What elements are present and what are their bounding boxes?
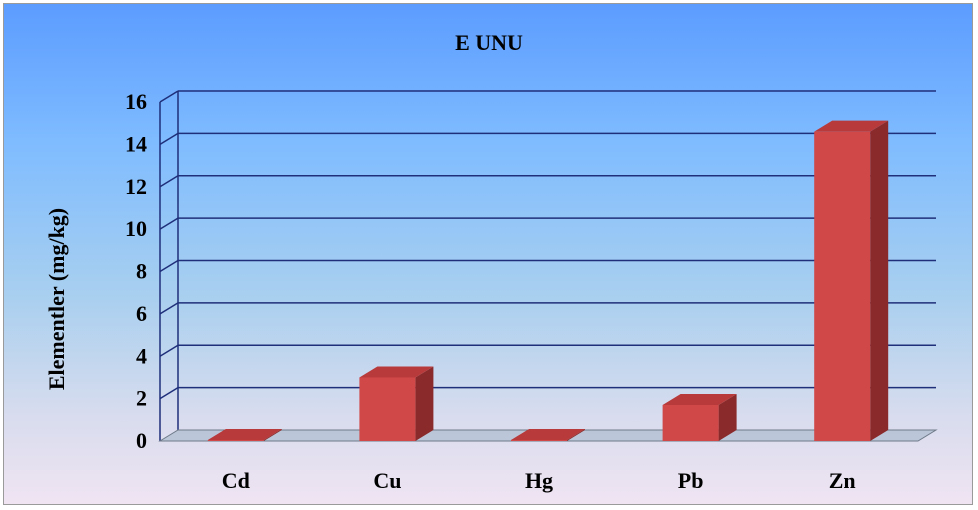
gridline-side bbox=[159, 175, 179, 188]
bar-top bbox=[207, 428, 282, 440]
gridline-side bbox=[159, 259, 179, 273]
gridline-side bbox=[159, 386, 179, 400]
y-tick-label: 16 bbox=[125, 89, 147, 114]
gridline-side bbox=[159, 90, 179, 103]
chart-title: E UNU bbox=[455, 30, 523, 55]
x-tick-label: Hg bbox=[525, 468, 553, 493]
bars bbox=[207, 120, 889, 441]
chart-plot: E UNU Elementler (mg/kg) 0 2 4 6 8 10 12 14 16 C… bbox=[44, 30, 938, 493]
gridline-side bbox=[159, 217, 179, 230]
bar-front bbox=[359, 377, 416, 441]
bar-side bbox=[718, 393, 737, 441]
bar-top bbox=[511, 428, 585, 440]
bar-front bbox=[511, 439, 567, 441]
y-tick-label: 2 bbox=[136, 386, 147, 411]
x-tick-label: Pb bbox=[678, 468, 704, 493]
bar-pb bbox=[662, 393, 737, 441]
x-tick-label: Zn bbox=[829, 468, 856, 493]
bar-zn bbox=[814, 120, 889, 441]
bar-front bbox=[814, 131, 871, 441]
y-tick-label: 4 bbox=[136, 343, 147, 368]
y-axis-label: Elementler (mg/kg) bbox=[44, 208, 69, 390]
y-tick-labels: 0 2 4 6 8 10 12 14 16 bbox=[125, 89, 147, 453]
y-tick-label: 12 bbox=[125, 174, 147, 199]
bar-top bbox=[814, 120, 889, 132]
bar-side bbox=[567, 428, 585, 441]
gridline-side bbox=[159, 302, 179, 315]
y-tick-label: 8 bbox=[136, 259, 147, 284]
bar-cu bbox=[359, 366, 434, 441]
y-tick-label: 0 bbox=[136, 428, 147, 453]
x-tick-label: Cd bbox=[222, 468, 250, 493]
x-tick-labels: Cd Cu Hg Pb Zn bbox=[222, 468, 856, 493]
bar-hg bbox=[511, 428, 585, 441]
y-tick-label: 10 bbox=[125, 216, 147, 241]
bar-top bbox=[359, 366, 434, 378]
bar-top bbox=[662, 393, 737, 405]
gridline-side bbox=[159, 344, 179, 357]
bar-cd bbox=[207, 428, 282, 441]
y-tick-label: 14 bbox=[125, 131, 147, 156]
bar-side bbox=[263, 428, 282, 441]
bar-front bbox=[207, 439, 264, 441]
y-tick-label: 6 bbox=[136, 301, 147, 326]
x-tick-label: Cu bbox=[373, 468, 401, 493]
gridline-side bbox=[159, 132, 179, 146]
bar-side bbox=[415, 366, 434, 441]
chart-frame: E UNU Elementler (mg/kg) 0 2 4 6 8 10 12 14 16 C… bbox=[3, 3, 973, 505]
bar-front bbox=[662, 404, 719, 441]
bar-side bbox=[870, 120, 889, 441]
